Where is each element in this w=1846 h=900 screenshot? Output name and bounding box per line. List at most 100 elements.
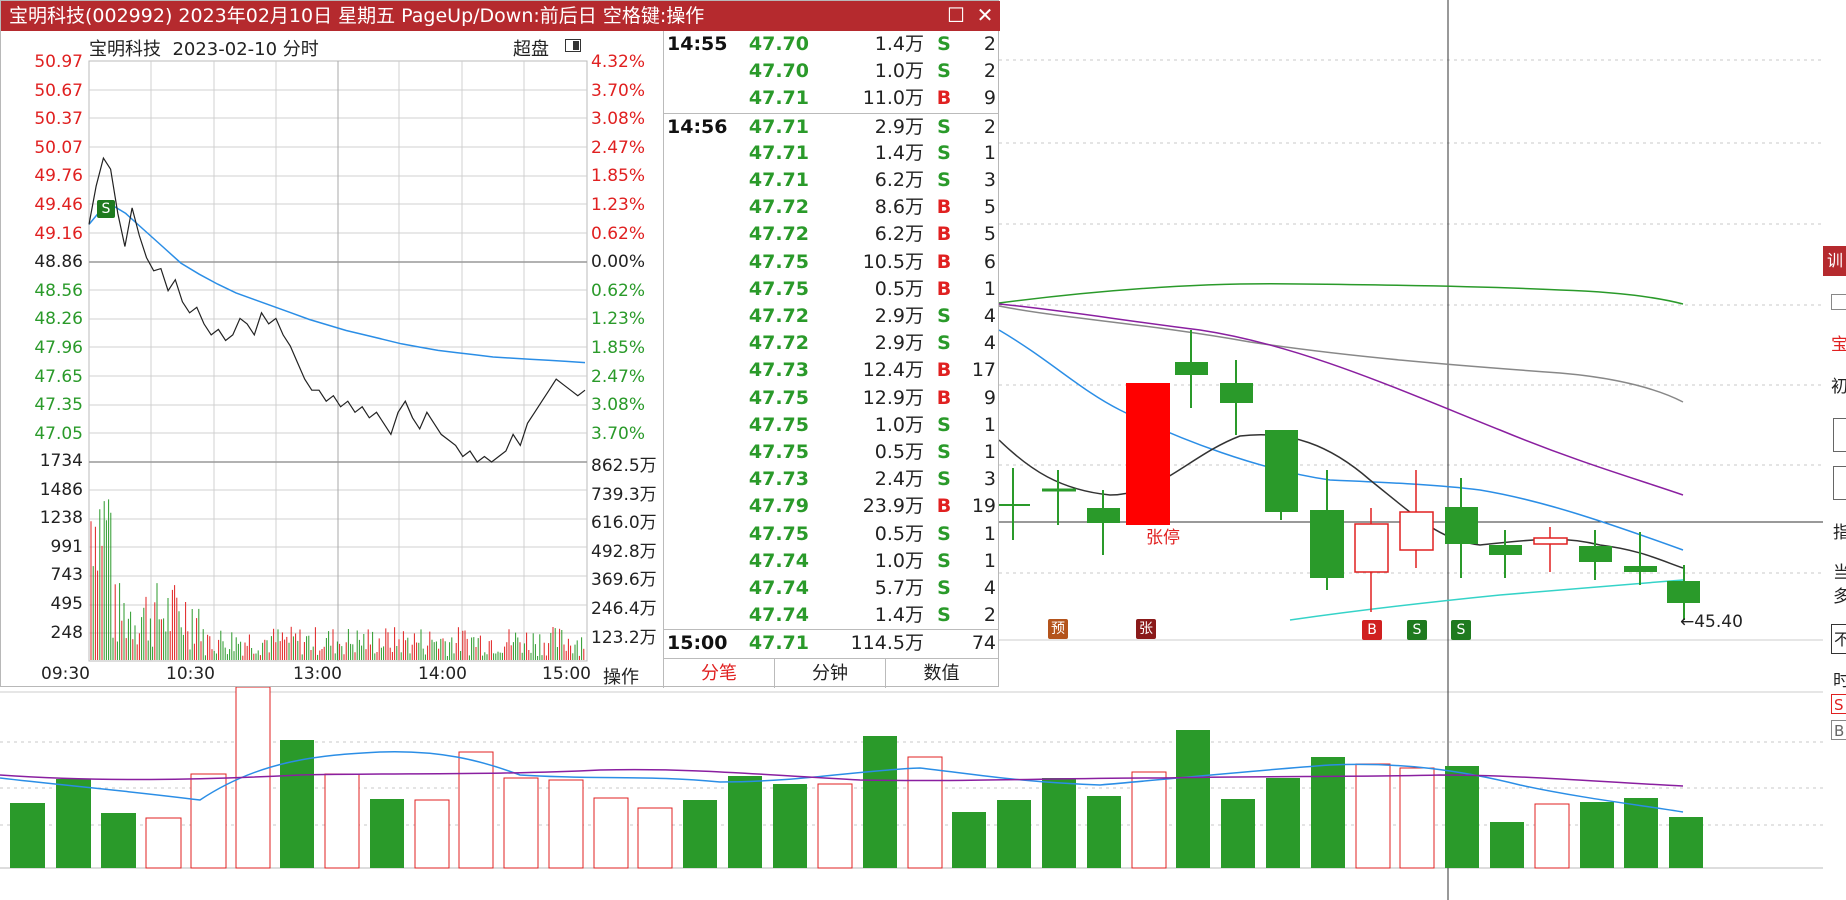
volume-tick-label: 495 [50, 594, 83, 614]
tick-row[interactable]: 47.72 2.9万 S 4 [664, 330, 998, 357]
window-titlebar[interactable]: 宝明科技(002992) 2023年02月10日 星期五 PageUp/Down… [1, 1, 1000, 31]
intraday-header: 宝明科技 2023-02-10 分时 [89, 35, 319, 61]
tick-count: 2 [983, 115, 996, 138]
panel-stock-label: 宝 [1831, 335, 1846, 355]
restore-icon[interactable]: ☐ [947, 3, 965, 27]
tick-direction: S [937, 468, 951, 491]
buy-marker[interactable]: B [1362, 620, 1382, 640]
tick-direction: S [937, 604, 951, 627]
tick-time: 15:00 [667, 632, 728, 655]
tick-volume: 2.9万 [874, 332, 924, 355]
tick-row[interactable]: 47.72 8.6万 B 5 [664, 194, 998, 221]
tick-volume: 6.2万 [874, 223, 924, 246]
limit-up-label: 张停 [1146, 528, 1180, 548]
pct-tick-label: 1.23% [591, 195, 646, 215]
tick-row[interactable]: 47.75 0.5万 S 1 [664, 439, 998, 466]
tick-row[interactable]: 47.70 1.0万 S 2 [664, 58, 998, 85]
limit-up-marker[interactable]: 张 [1136, 619, 1156, 639]
tick-count: 2 [983, 604, 996, 627]
panel-b-button[interactable]: B [1831, 720, 1846, 740]
price-tick-label: 50.07 [34, 137, 83, 158]
tab-minutes[interactable]: 分钟 [775, 659, 886, 688]
tick-price: 47.74 [748, 604, 809, 627]
tick-row[interactable]: 47.74 1.4万 S 2 [664, 602, 998, 629]
tick-volume: 10.5万 [862, 250, 924, 273]
tick-direction: S [937, 441, 951, 463]
panel-select[interactable]: 不 [1831, 624, 1846, 654]
tick-row[interactable]: 47.71 11.0万 B 9 [664, 85, 998, 112]
tick-tabbar: 分笔 分钟 数值 [664, 658, 998, 688]
candlesticks [999, 330, 1700, 620]
sell-marker[interactable]: S [97, 200, 115, 218]
price-tick-label: 48.56 [34, 280, 83, 301]
tick-row[interactable]: 47.75 1.0万 S 1 [664, 412, 998, 439]
tick-row[interactable]: 47.75 10.5万 B 6 [664, 249, 998, 276]
tick-row[interactable]: 14:55 47.70 1.4万 S 2 [664, 31, 998, 58]
tick-volume: 0.5万 [874, 441, 924, 463]
tick-row[interactable]: 15:00 47.71 114.5万 74 [664, 629, 998, 657]
price-tick-label: 49.16 [34, 223, 83, 244]
panel-toggle-icon[interactable] [565, 39, 581, 52]
tick-row[interactable]: 47.73 12.4万 B 17 [664, 357, 998, 384]
tick-count: 4 [983, 332, 996, 355]
operate-button[interactable]: 操作 [603, 667, 639, 688]
tick-row[interactable]: 47.74 5.7万 S 4 [664, 575, 998, 602]
average-price-line [88, 201, 586, 364]
tick-volume: 0.5万 [874, 522, 924, 545]
tick-volume: 1.4万 [874, 33, 924, 55]
tick-price: 47.72 [748, 332, 809, 355]
tick-direction: S [937, 522, 951, 545]
tick-price: 47.75 [748, 386, 809, 409]
tick-row[interactable]: 47.71 1.4万 S 1 [664, 140, 998, 167]
tick-volume: 12.4万 [862, 359, 924, 382]
intraday-volume-bars [90, 499, 585, 660]
price-tick-label: 50.97 [34, 52, 83, 72]
price-tick-label: 47.65 [34, 366, 83, 387]
tick-row[interactable]: 47.74 1.0万 S 1 [664, 548, 998, 575]
tick-row[interactable]: 47.75 0.5万 S 1 [664, 521, 998, 548]
tick-direction: B [936, 495, 952, 518]
tick-count: 17 [971, 359, 996, 382]
panel-checkbox[interactable] [1831, 294, 1846, 310]
sell-marker[interactable]: S [1451, 620, 1471, 640]
tick-volume: 1.4万 [874, 141, 924, 164]
tick-row[interactable]: 47.71 6.2万 S 3 [664, 167, 998, 194]
close-icon[interactable]: ✕ [976, 3, 994, 27]
tick-direction: B [936, 386, 952, 409]
pct-tick-label: 1.85% [591, 166, 646, 187]
mode-label[interactable]: 超盘 [513, 39, 549, 60]
intraday-chart[interactable] [1, 31, 664, 688]
tick-volume: 5.7万 [874, 577, 924, 599]
tick-volume: 11.0万 [862, 87, 924, 110]
tab-values[interactable]: 数值 [923, 663, 960, 684]
price-tick-label: 50.37 [34, 109, 83, 130]
tab-ticks[interactable]: 分笔 [664, 659, 775, 688]
tick-direction: S [937, 305, 951, 327]
tick-row[interactable]: 47.75 0.5万 B 1 [664, 276, 998, 303]
time-tick-label: 15:00 [542, 664, 591, 684]
tick-price: 47.75 [748, 250, 809, 273]
tick-price: 47.74 [748, 549, 809, 572]
tick-row[interactable]: 14:56 47.71 2.9万 S 2 [664, 112, 998, 141]
pct-tick-label: 0.62% [591, 223, 646, 244]
panel-button[interactable] [1833, 466, 1846, 500]
tick-volume: 2.9万 [874, 115, 924, 138]
tick-row[interactable]: 47.72 2.9万 S 4 [664, 303, 998, 330]
tick-count: 2 [983, 33, 996, 55]
price-tick-label: 48.86 [34, 252, 83, 273]
pct-tick-label: 3.70% [591, 80, 646, 101]
tick-row[interactable]: 47.72 6.2万 B 5 [664, 221, 998, 248]
tick-list[interactable]: 14:55 47.70 1.4万 S 2 47.70 1.0万 S 2 47.71 11.0万 B 9 1… [664, 31, 998, 687]
sell-marker[interactable]: S [1407, 620, 1427, 640]
intraday-popup-window[interactable]: 宝明科技(002992) 2023年02月10日 星期五 PageUp/Down… [0, 0, 1000, 688]
tick-row[interactable]: 47.75 12.9万 B 9 [664, 385, 998, 412]
tick-direction: S [937, 169, 951, 191]
tick-row[interactable]: 47.79 23.9万 B 19 [664, 493, 998, 520]
tick-count: 1 [983, 549, 996, 572]
panel-button[interactable] [1833, 418, 1846, 452]
panel-s-button[interactable]: S [1831, 694, 1846, 714]
volume-bars [10, 686, 1703, 869]
pre-signal-marker[interactable]: 预 [1048, 619, 1068, 639]
tick-row[interactable]: 47.73 2.4万 S 3 [664, 466, 998, 493]
